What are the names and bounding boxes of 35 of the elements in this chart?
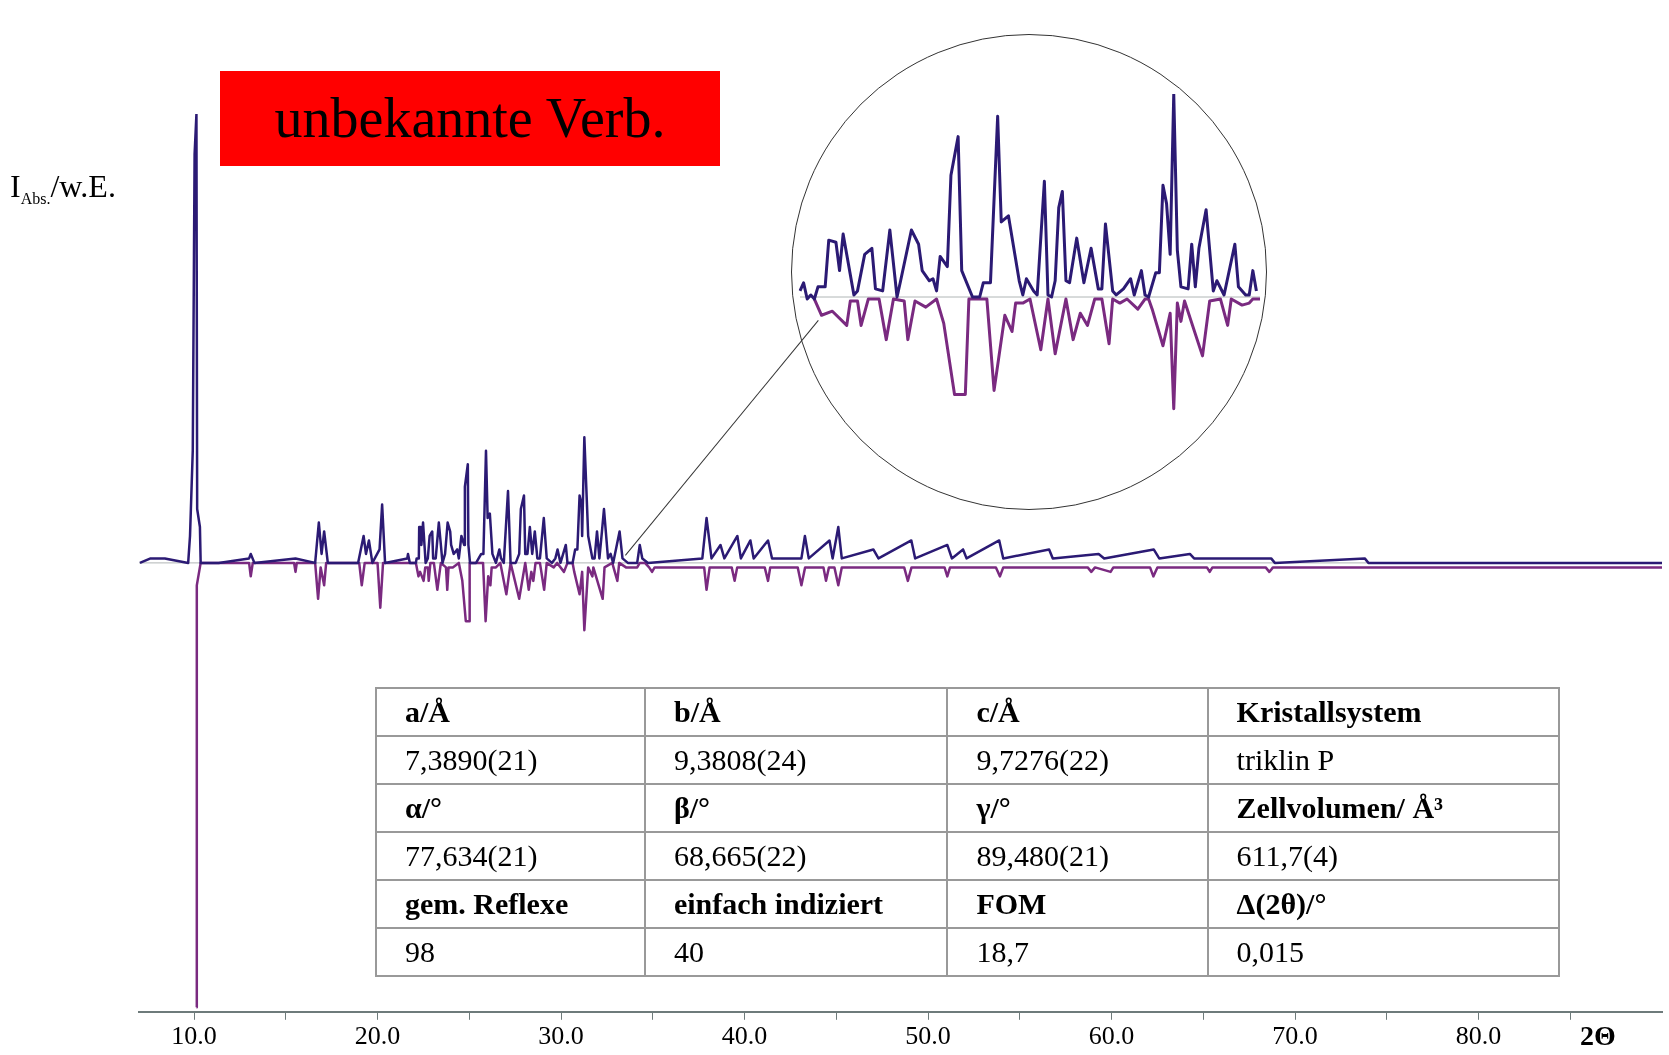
annotation: 0,015 <box>1207 928 1559 976</box>
annotation: Kristallsystem <box>1207 688 1559 736</box>
x-tick-label: 60.0 <box>1088 1021 1135 1051</box>
x-tick-label: 80.0 <box>1455 1021 1502 1051</box>
x-axis-title: 2Θ <box>1580 1020 1616 1052</box>
annotation: 611,7(4) <box>1207 832 1559 880</box>
annotation: 68,665(22) <box>644 832 948 880</box>
annotation: 40 <box>644 928 948 976</box>
x-tick-label: 50.0 <box>905 1021 951 1051</box>
chart-title: unbekannte Verb. <box>220 71 720 166</box>
annotation: c/Å <box>947 688 1208 736</box>
annotation: 9,3808(24) <box>644 736 948 784</box>
x-tick-label: 20.0 <box>354 1021 401 1051</box>
annotation: b/Å <box>644 688 948 736</box>
x-tick-label: 30.0 <box>538 1021 584 1051</box>
annotation: gem. Reflexe <box>376 880 645 928</box>
annotation: Zellvolumen/ Å³ <box>1207 784 1559 832</box>
annotation: 98 <box>376 928 645 976</box>
annotation: 89,480(21) <box>947 832 1208 880</box>
x-tick-label: 10.0 <box>171 1021 217 1051</box>
annotation: β/° <box>644 784 948 832</box>
annotation: 7,3890(21) <box>376 736 645 784</box>
annotation: triklin P <box>1207 736 1559 784</box>
annotation: FOM <box>947 880 1208 928</box>
annotation: α/° <box>376 784 645 832</box>
y-axis-title: I$_{Abs.}$/w.E. <box>10 168 116 209</box>
annotation: 77,634(21) <box>376 832 645 880</box>
annotation: einfach indiziert <box>644 880 948 928</box>
annotation: Δ(2θ)/° <box>1207 880 1559 928</box>
annotation: 9,7276(22) <box>947 736 1208 784</box>
annotation: 18,7 <box>947 928 1208 976</box>
annotation: γ/° <box>947 784 1208 832</box>
x-tick-label: 40.0 <box>721 1021 768 1051</box>
x-tick-label: 70.0 <box>1272 1021 1318 1051</box>
annotation: a/Å <box>376 688 645 736</box>
